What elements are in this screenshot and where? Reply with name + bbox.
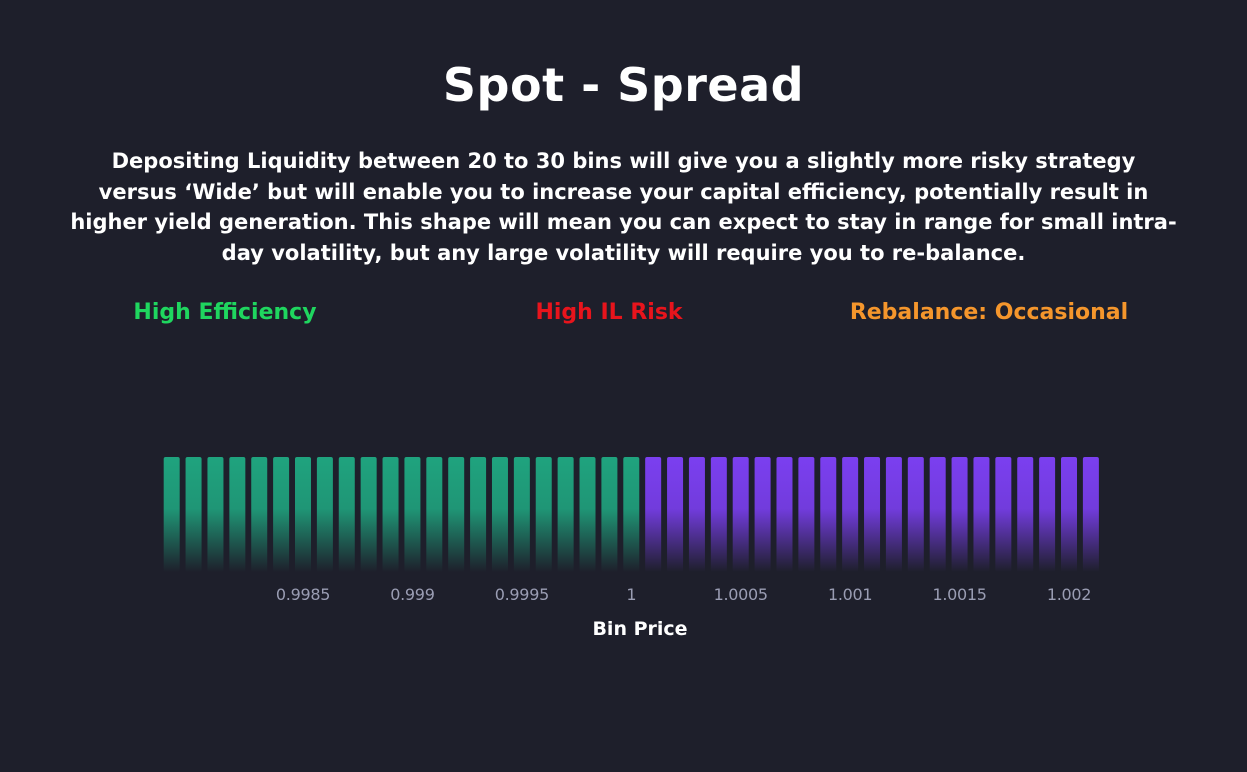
bin-bar: [295, 457, 311, 572]
x-axis-label: Bin Price: [592, 618, 687, 640]
bin-bar: [864, 457, 881, 572]
il-risk-indicator: High IL Risk: [535, 300, 683, 325]
x-tick-label: 0.9995: [495, 585, 549, 604]
bin-bar: [1017, 457, 1034, 572]
x-tick-label: 0.999: [390, 585, 434, 604]
x-tick-label: 1.0015: [932, 585, 986, 604]
bin-bar: [688, 457, 705, 572]
efficiency-indicator: High Efficiency: [133, 300, 317, 325]
bin-bar: [448, 457, 465, 572]
bin-bar: [1039, 457, 1056, 572]
bin-bar: [207, 457, 224, 572]
bin-bar: [1082, 457, 1099, 572]
bin-bar: [798, 457, 815, 572]
bin-bar: [163, 457, 180, 572]
bin-bar: [667, 457, 684, 572]
bin-bar: [885, 457, 902, 572]
bin-bar: [776, 457, 793, 572]
strategy-description: Depositing Liquidity between 20 to 30 bi…: [70, 149, 1177, 265]
bin-bar: [360, 457, 377, 572]
bin-bar: [601, 457, 618, 572]
x-tick-label: 0.9985: [276, 585, 330, 604]
bin-bar: [404, 457, 421, 572]
x-tick-label: 1.001: [828, 585, 872, 604]
bin-bar: [491, 457, 508, 572]
bin-bar: [732, 457, 749, 572]
bin-bar: [929, 457, 946, 572]
bin-bar: [229, 457, 246, 572]
bin-bar: [820, 457, 837, 572]
x-axis-ticks: 0.9985 0.999 0.9995 1 1.0005 1.001 1.0015 1.002: [276, 585, 1092, 604]
bin-bar: [995, 457, 1012, 572]
x-tick-label: 1.0005: [714, 585, 768, 604]
bin-bar: [842, 457, 859, 572]
bin-bar: [470, 457, 487, 572]
bin-bar: [535, 457, 552, 572]
bin-bar: [316, 457, 333, 572]
bin-bar: [754, 457, 771, 572]
bin-bars: [163, 457, 1099, 572]
bin-bar: [251, 457, 268, 572]
bin-bar: [426, 457, 443, 572]
bin-bar: [382, 457, 399, 572]
x-tick-label: 1.002: [1047, 585, 1091, 604]
rebalance-indicator: Rebalance: Occasional: [849, 300, 1129, 325]
bin-bar: [557, 457, 574, 572]
bin-bar: [645, 457, 662, 572]
bin-bar: [185, 457, 202, 572]
page-title: Spot - Spread: [442, 58, 805, 112]
bin-bar: [1061, 457, 1077, 572]
bin-bar: [951, 457, 968, 572]
bin-bar: [513, 457, 530, 572]
x-tick-label: 1: [626, 585, 636, 604]
bin-bar: [338, 457, 355, 572]
bin-bar: [273, 457, 290, 572]
bin-bar: [579, 457, 596, 572]
bin-bar: [907, 457, 924, 572]
bin-bar: [710, 457, 727, 572]
bin-bar: [973, 457, 990, 572]
bin-bar: [623, 457, 640, 572]
